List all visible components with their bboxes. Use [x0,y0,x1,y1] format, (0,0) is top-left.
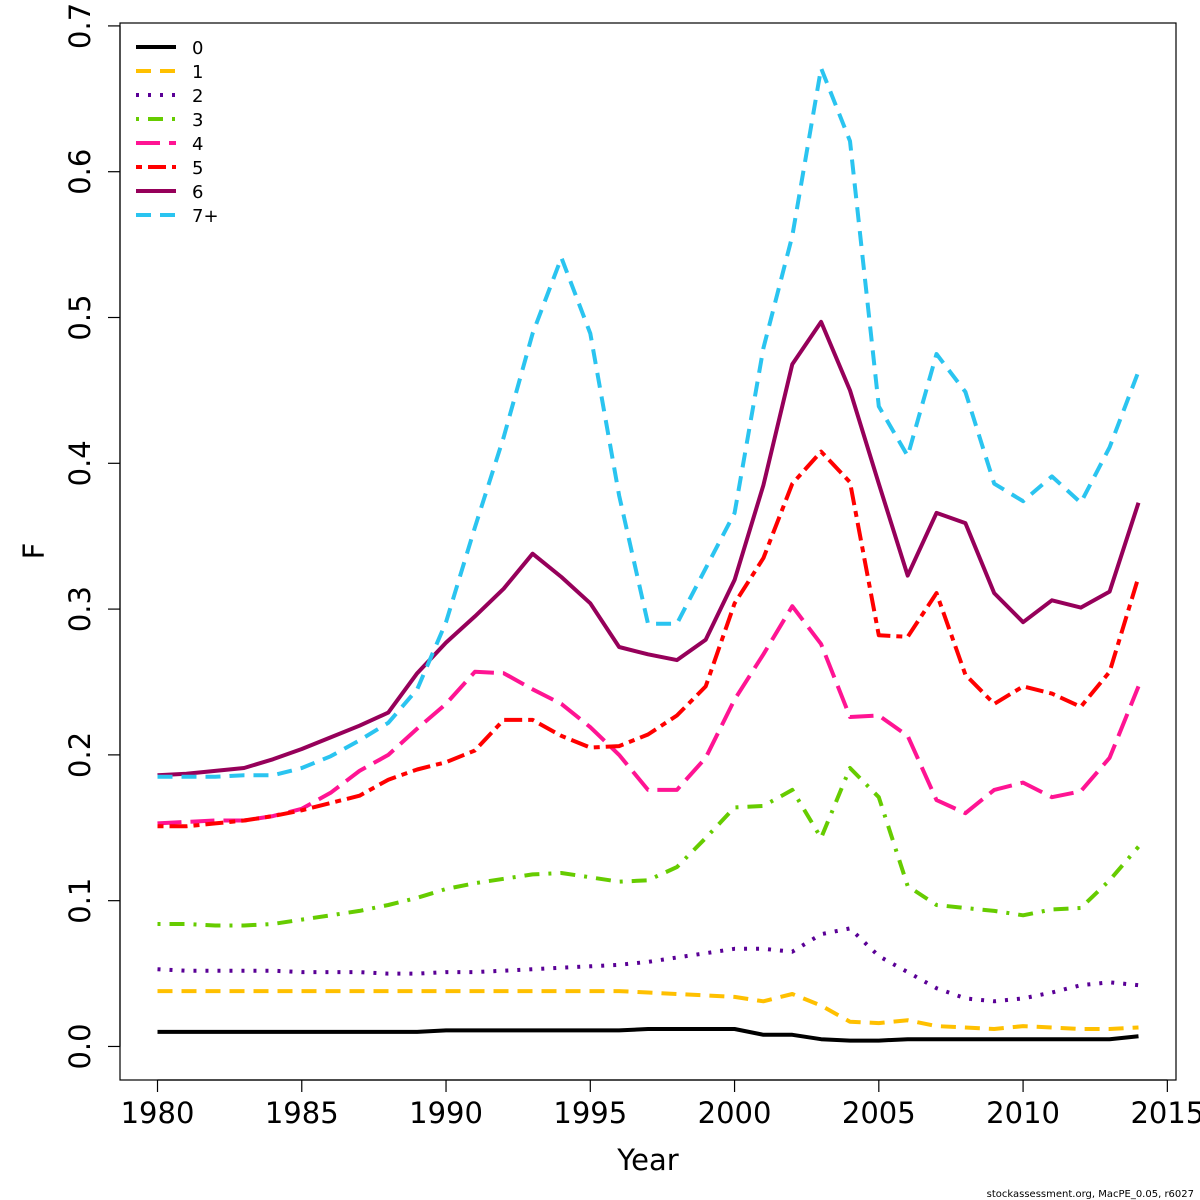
legend-label: 7+ [192,206,219,227]
legend-label: 2 [192,86,203,107]
y-tick-label: 0.6 [63,149,97,195]
y-tick-label: 0.3 [63,586,97,632]
y-tick-label: 0.0 [63,1023,97,1069]
x-tick-label: 1990 [409,1096,483,1130]
series-line-1 [157,989,1139,1031]
x-tick-label: 1980 [121,1096,195,1130]
series-line-5 [157,449,1141,829]
legend: 0 1 2 3 4 5 6 7+ [136,38,219,227]
y-axis: 0.0 0.1 0.2 0.3 0.4 0.5 0.6 0.7 [63,3,121,1070]
y-tick-label: 0.2 [63,732,97,778]
legend-label: 3 [192,110,203,131]
series-layer [157,66,1141,1043]
legend-label: 0 [192,38,203,59]
y-tick-label: 0.7 [63,3,97,49]
series-line-4 [157,604,1141,826]
series-line-7plus [157,66,1141,779]
series-line-6 [157,319,1141,778]
credit-text: stockassessment.org, MacPE_0.05, r6027 [987,1189,1194,1200]
x-tick-label: 1995 [553,1096,627,1130]
x-tick-label: 1985 [265,1096,339,1130]
y-axis-title: F [17,543,51,560]
legend-label: 1 [192,62,203,83]
y-tick-label: 0.4 [63,440,97,486]
legend-label: 6 [192,182,203,203]
y-tick-label: 0.1 [63,878,97,924]
x-axis-title: Year [616,1143,678,1177]
x-tick-label: 2000 [698,1096,772,1130]
legend-label: 4 [192,134,203,155]
x-tick-label: 2010 [986,1096,1060,1130]
legend-label: 5 [192,158,203,179]
x-axis: 1980 1985 1990 1995 2000 2005 2010 2015 [121,1079,1200,1130]
y-tick-label: 0.5 [63,294,97,340]
series-line-0 [157,1027,1139,1043]
series-line-3 [157,766,1141,928]
x-tick-label: 2005 [842,1096,916,1130]
x-tick-label: 2015 [1130,1096,1200,1130]
